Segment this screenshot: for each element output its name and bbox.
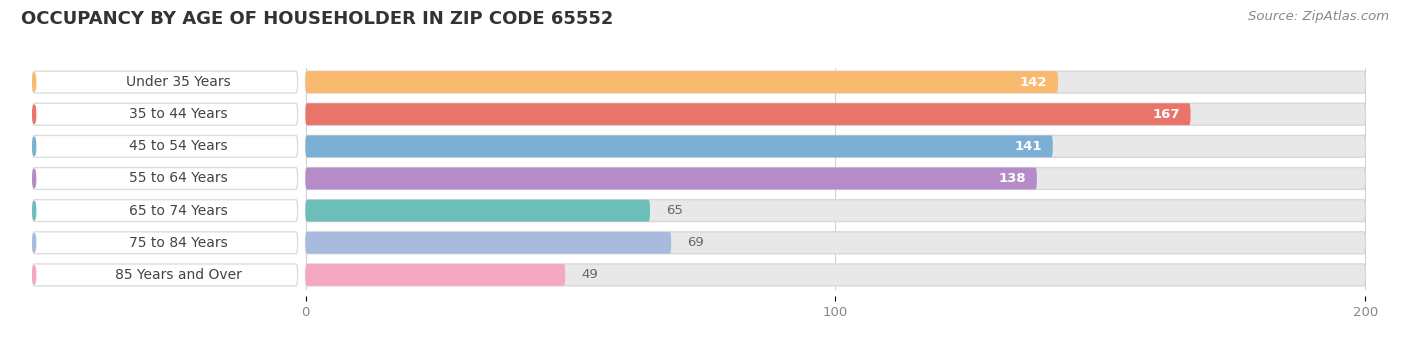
- FancyBboxPatch shape: [32, 168, 298, 189]
- Text: 141: 141: [1015, 140, 1042, 153]
- FancyBboxPatch shape: [305, 135, 1053, 157]
- Text: Source: ZipAtlas.com: Source: ZipAtlas.com: [1249, 10, 1389, 23]
- Text: 167: 167: [1153, 108, 1180, 121]
- FancyBboxPatch shape: [305, 168, 1365, 189]
- Text: 49: 49: [581, 268, 598, 282]
- Text: 55 to 64 Years: 55 to 64 Years: [129, 171, 228, 186]
- FancyBboxPatch shape: [32, 232, 298, 254]
- Circle shape: [32, 234, 35, 252]
- Text: 85 Years and Over: 85 Years and Over: [115, 268, 242, 282]
- Text: Under 35 Years: Under 35 Years: [127, 75, 231, 89]
- Text: 69: 69: [688, 236, 704, 249]
- FancyBboxPatch shape: [305, 135, 1365, 157]
- Circle shape: [32, 73, 35, 91]
- FancyBboxPatch shape: [305, 232, 671, 254]
- FancyBboxPatch shape: [305, 103, 1191, 125]
- FancyBboxPatch shape: [305, 71, 1059, 93]
- FancyBboxPatch shape: [32, 103, 298, 125]
- Text: 142: 142: [1019, 75, 1047, 89]
- Circle shape: [32, 266, 35, 284]
- Circle shape: [32, 202, 35, 220]
- FancyBboxPatch shape: [305, 168, 1036, 189]
- FancyBboxPatch shape: [305, 264, 1365, 286]
- FancyBboxPatch shape: [32, 200, 298, 222]
- FancyBboxPatch shape: [305, 200, 1365, 222]
- FancyBboxPatch shape: [305, 264, 565, 286]
- FancyBboxPatch shape: [32, 264, 298, 286]
- FancyBboxPatch shape: [32, 135, 298, 157]
- Circle shape: [32, 137, 35, 155]
- Text: 35 to 44 Years: 35 to 44 Years: [129, 107, 228, 121]
- Text: OCCUPANCY BY AGE OF HOUSEHOLDER IN ZIP CODE 65552: OCCUPANCY BY AGE OF HOUSEHOLDER IN ZIP C…: [21, 10, 613, 28]
- FancyBboxPatch shape: [305, 232, 1365, 254]
- Text: 75 to 84 Years: 75 to 84 Years: [129, 236, 228, 250]
- Circle shape: [32, 105, 35, 123]
- Circle shape: [32, 169, 35, 188]
- Text: 138: 138: [998, 172, 1026, 185]
- Text: 65 to 74 Years: 65 to 74 Years: [129, 204, 228, 218]
- Text: 65: 65: [666, 204, 683, 217]
- FancyBboxPatch shape: [305, 200, 650, 222]
- FancyBboxPatch shape: [305, 103, 1365, 125]
- Text: 45 to 54 Years: 45 to 54 Years: [129, 139, 228, 153]
- FancyBboxPatch shape: [32, 71, 298, 93]
- FancyBboxPatch shape: [305, 71, 1365, 93]
